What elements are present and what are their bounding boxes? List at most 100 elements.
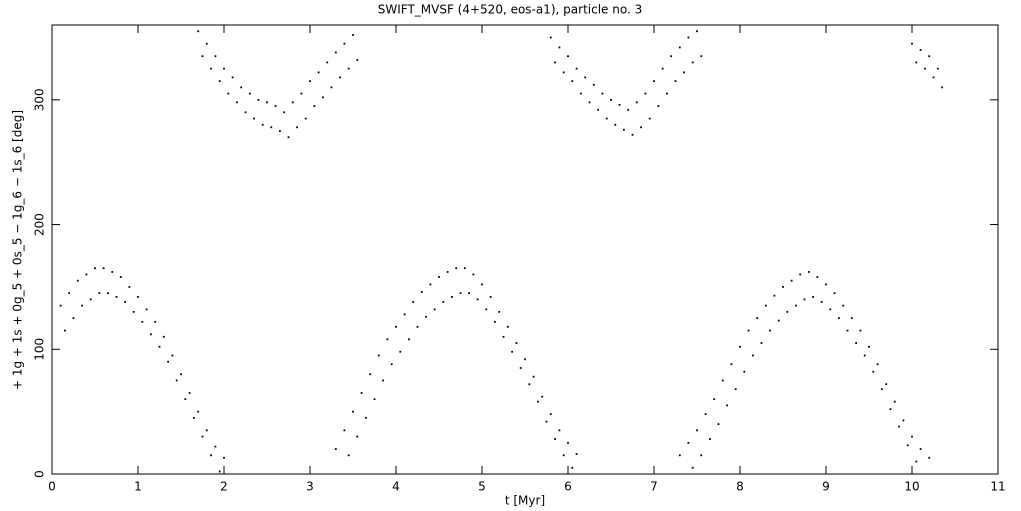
point (68, 292, 71, 295)
point (919, 49, 922, 51)
point (876, 363, 879, 366)
point (752, 354, 754, 357)
point (618, 103, 621, 106)
point (494, 320, 496, 323)
x-tick-label: 3 (306, 480, 314, 494)
point (601, 92, 604, 95)
point (214, 55, 217, 58)
x-tick-label: 7 (650, 480, 658, 494)
point (653, 80, 655, 83)
point (395, 325, 397, 328)
point (352, 34, 354, 36)
point (571, 80, 574, 83)
point (524, 358, 526, 361)
point (511, 350, 513, 353)
point (326, 61, 329, 64)
point (150, 333, 152, 336)
point (184, 398, 187, 401)
point (519, 367, 522, 369)
point (640, 126, 642, 129)
point (584, 76, 587, 79)
point (687, 36, 690, 39)
point (614, 123, 617, 126)
point (859, 329, 862, 332)
point (838, 317, 840, 319)
x-tick-label: 9 (822, 480, 830, 494)
point (365, 416, 367, 419)
y-axis-label: + 1g + 1s + 0g_5 + 0s_5 − 1g_6 − 1s_6 [d… (11, 110, 25, 390)
point (210, 67, 212, 70)
point (162, 335, 165, 338)
point (322, 96, 324, 99)
point (266, 101, 268, 104)
point (631, 133, 634, 136)
point (399, 350, 402, 353)
point (721, 379, 724, 382)
point (739, 345, 741, 348)
chart-title: SWIFT_MVSF (4+520, eos-a1), particle no.… (378, 3, 643, 17)
point (287, 136, 290, 139)
point (666, 92, 668, 95)
point (309, 80, 311, 83)
point (850, 317, 853, 319)
point (201, 55, 204, 58)
point (334, 448, 337, 450)
x-tick-label: 0 (48, 480, 56, 494)
point (205, 42, 208, 45)
point (756, 317, 759, 319)
point (554, 61, 556, 64)
point (188, 392, 191, 394)
x-tick-label: 2 (220, 480, 228, 494)
point (855, 342, 857, 344)
point (141, 320, 144, 323)
point (218, 470, 221, 473)
point (648, 117, 651, 120)
point (132, 310, 135, 313)
point (420, 291, 423, 293)
point (657, 105, 660, 107)
point (661, 67, 664, 70)
point (433, 308, 436, 311)
point (816, 276, 819, 278)
point (390, 363, 393, 366)
point (709, 438, 711, 440)
point (506, 325, 509, 328)
point (248, 92, 251, 95)
point (356, 59, 359, 61)
point (227, 92, 230, 95)
point (472, 273, 475, 276)
x-tick-label: 4 (392, 480, 400, 494)
point (485, 308, 488, 311)
point (481, 283, 483, 286)
point (463, 267, 466, 270)
point (549, 36, 552, 39)
point (300, 92, 303, 95)
point (567, 55, 569, 58)
point (627, 108, 630, 111)
point (201, 435, 204, 438)
point (124, 300, 126, 303)
point (317, 71, 320, 74)
point (764, 304, 767, 307)
point (541, 395, 544, 398)
point (545, 420, 548, 423)
point (352, 410, 354, 413)
point (502, 335, 505, 338)
point (670, 55, 673, 58)
point (343, 429, 346, 432)
point (59, 304, 62, 307)
point (734, 388, 737, 391)
x-tick-label: 11 (990, 480, 1005, 494)
point (313, 105, 316, 107)
point (98, 292, 101, 295)
point (231, 76, 234, 79)
point (782, 286, 784, 288)
point (713, 398, 716, 401)
point (498, 310, 501, 313)
point (167, 360, 169, 363)
point (107, 292, 109, 295)
point (386, 338, 389, 341)
point (223, 67, 225, 70)
point (347, 454, 350, 457)
y-tick-label: 200 (33, 213, 47, 236)
